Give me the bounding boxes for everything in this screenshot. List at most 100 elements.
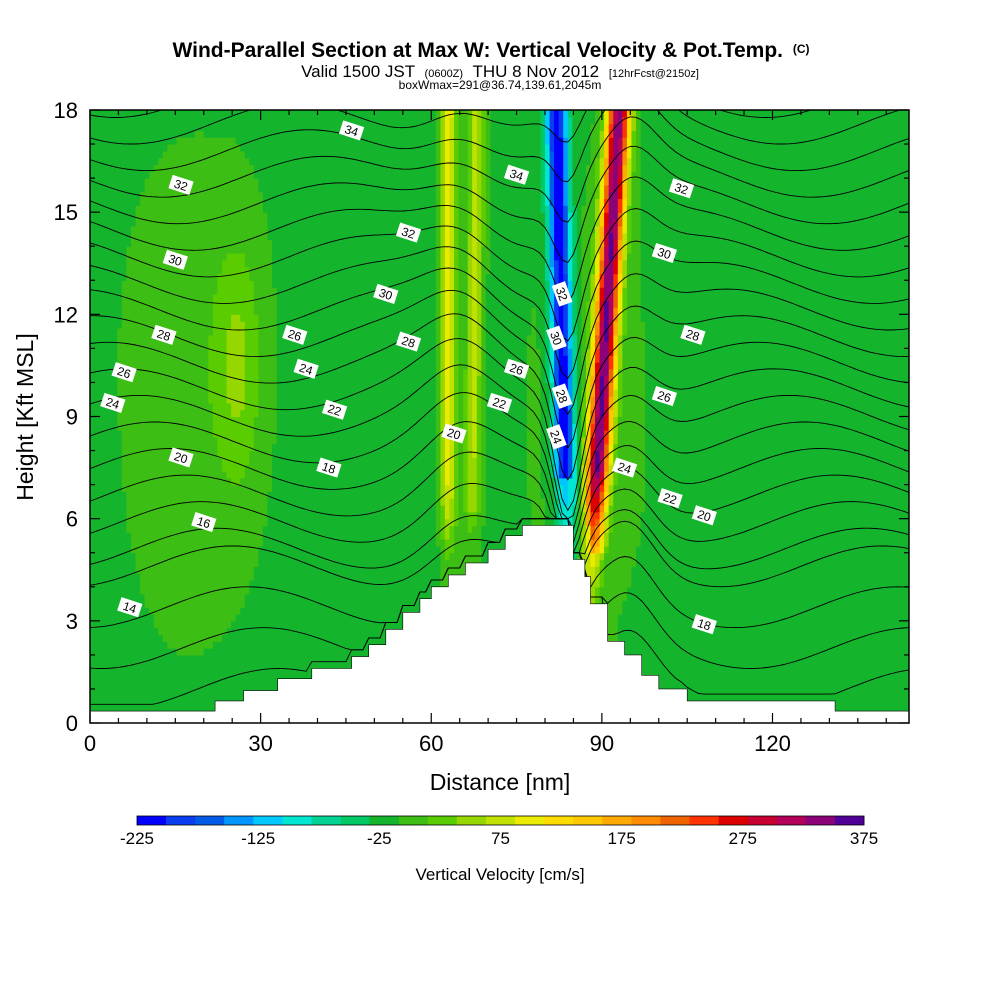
w-cell: [472, 362, 478, 370]
w-cell: [467, 334, 473, 343]
w-cell: [617, 341, 623, 349]
w-cell: [276, 328, 437, 336]
w-cell: [608, 505, 614, 513]
w-cell: [90, 130, 196, 138]
w-cell: [599, 362, 610, 370]
w-cell: [435, 178, 441, 186]
w-cell: [604, 150, 610, 159]
w-cell: [490, 150, 542, 159]
w-cell: [608, 184, 614, 193]
w-cell: [545, 246, 551, 254]
w-cell: [208, 334, 228, 343]
w-cell: [458, 375, 464, 383]
w-cell: [458, 450, 464, 458]
w-cell: [595, 110, 601, 118]
w-cell: [449, 246, 455, 254]
w-cell: [253, 280, 273, 288]
w-cell: [458, 328, 469, 336]
w-cell: [485, 232, 492, 240]
contour-label-text: 20: [172, 449, 189, 467]
w-cell: [558, 314, 564, 322]
y-tick-label: 18: [54, 98, 78, 123]
w-cell: [617, 259, 623, 268]
w-cell: [90, 280, 123, 288]
w-cell: [440, 212, 446, 220]
w-cell: [576, 253, 582, 261]
w-cell: [595, 259, 601, 268]
w-cell: [549, 150, 555, 159]
w-cell: [262, 191, 437, 200]
w-cell: [454, 293, 460, 302]
w-cell: [576, 511, 582, 520]
w-cell: [458, 484, 464, 492]
w-cell: [481, 287, 487, 295]
w-cell: [153, 620, 232, 629]
colorbar-swatch: [456, 816, 487, 825]
contour-label-text: 32: [400, 224, 417, 242]
w-cell: [226, 627, 441, 635]
w-cell: [545, 341, 551, 349]
w-cell: [608, 498, 614, 506]
w-cell: [454, 130, 460, 138]
w-cell: [631, 232, 642, 240]
w-cell: [476, 232, 482, 240]
w-cell: [640, 164, 909, 172]
w-cell: [608, 171, 614, 179]
w-cell: [576, 443, 582, 452]
w-cell: [485, 178, 492, 186]
w-cell: [481, 471, 487, 479]
colorbar-swatch: [718, 816, 748, 825]
w-cell: [599, 614, 619, 622]
w-cell: [640, 137, 909, 145]
w-cell: [476, 246, 482, 254]
w-cell: [444, 355, 450, 363]
w-cell: [540, 430, 551, 438]
w-cell: [599, 505, 605, 513]
w-cell: [572, 184, 587, 193]
colorbar-swatch: [369, 816, 399, 825]
w-cell: [435, 164, 441, 172]
w-cell: [549, 287, 555, 295]
w-cell: [599, 580, 605, 588]
w-cell: [467, 184, 473, 193]
w-cell: [567, 457, 573, 465]
w-cell: [549, 239, 555, 247]
w-cell: [604, 157, 610, 166]
w-cell: [554, 225, 564, 234]
w-cell: [599, 586, 628, 595]
w-cell: [435, 130, 441, 138]
w-cell: [485, 443, 528, 452]
w-cell: [540, 402, 551, 411]
w-cell: [622, 280, 628, 288]
w-cell: [608, 491, 614, 499]
w-cell: [590, 368, 596, 377]
w-cell: [435, 293, 441, 302]
w-cell: [130, 239, 273, 247]
w-cell: [458, 157, 469, 166]
w-cell: [640, 525, 909, 533]
w-cell: [613, 477, 619, 486]
w-cell: [540, 198, 546, 206]
w-cell: [449, 334, 455, 343]
w-cell: [558, 375, 569, 383]
w-cell: [90, 525, 127, 533]
w-cell: [613, 341, 619, 349]
w-cell: [599, 171, 605, 179]
w-cell: [590, 321, 596, 329]
w-cell: [590, 348, 596, 356]
w-cell: [444, 157, 450, 166]
w-cell: [608, 307, 614, 315]
w-cell: [467, 280, 473, 288]
w-cell: [640, 273, 909, 281]
w-cell: [121, 443, 218, 452]
w-cell: [476, 477, 482, 486]
w-cell: [440, 559, 482, 567]
w-cell: [90, 348, 118, 356]
w-cell: [622, 382, 646, 390]
w-cell: [572, 423, 578, 431]
w-cell: [458, 225, 469, 234]
w-cell: [244, 375, 259, 383]
w-cell: [581, 266, 592, 275]
w-cell: [540, 409, 551, 418]
